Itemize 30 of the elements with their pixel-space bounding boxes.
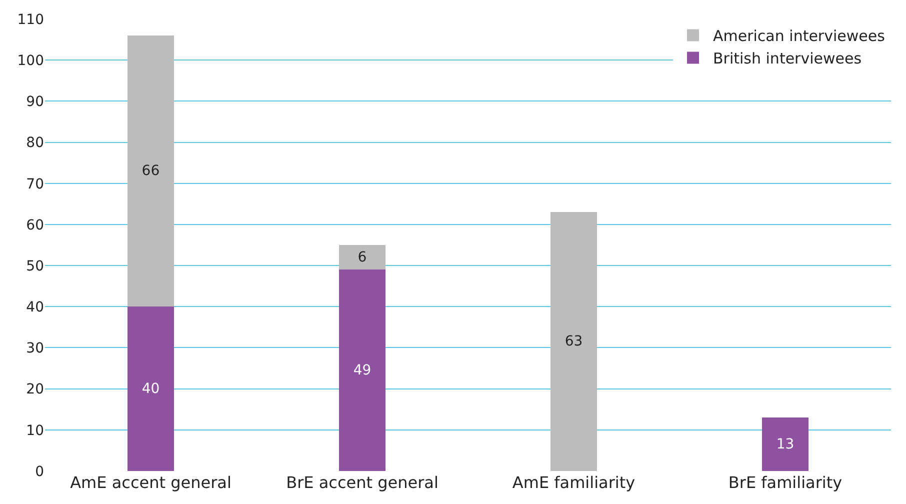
- legend-label: American interviewees: [713, 27, 886, 46]
- y-tick-label: 70: [26, 176, 44, 192]
- x-tick-label: BrE accent general: [286, 473, 438, 492]
- data-label: 6: [358, 249, 367, 266]
- y-tick-label: 60: [26, 217, 44, 234]
- bar: [762, 418, 809, 471]
- bar: [127, 306, 174, 471]
- bar: [550, 212, 598, 471]
- data-label: 40: [142, 380, 160, 397]
- bar: [338, 245, 386, 270]
- y-tick-label: 80: [26, 135, 44, 152]
- y-tick-label: 20: [26, 382, 44, 398]
- y-tick-label: 40: [26, 300, 44, 316]
- bar: [127, 35, 174, 307]
- y-tick-label: 0: [35, 464, 44, 480]
- x-tick-label: AmE accent general: [70, 473, 232, 492]
- data-label: 66: [142, 163, 160, 180]
- data-label: 63: [564, 334, 583, 350]
- y-tick-label: 90: [26, 94, 44, 110]
- data-label: 13: [776, 436, 794, 452]
- y-tick-label: 30: [26, 340, 44, 357]
- y-tick-label: 10: [26, 422, 44, 439]
- y-tick-label: 100: [17, 52, 44, 69]
- x-tick-label: AmE familiarity: [512, 473, 636, 492]
- y-tick-label: 110: [17, 12, 44, 28]
- data-label: 49: [353, 362, 372, 378]
- legend-label: British interviewees: [713, 50, 862, 68]
- x-tick-label: BrE familiarity: [728, 473, 842, 492]
- bar: [338, 270, 386, 471]
- y-tick-label: 50: [26, 258, 44, 274]
